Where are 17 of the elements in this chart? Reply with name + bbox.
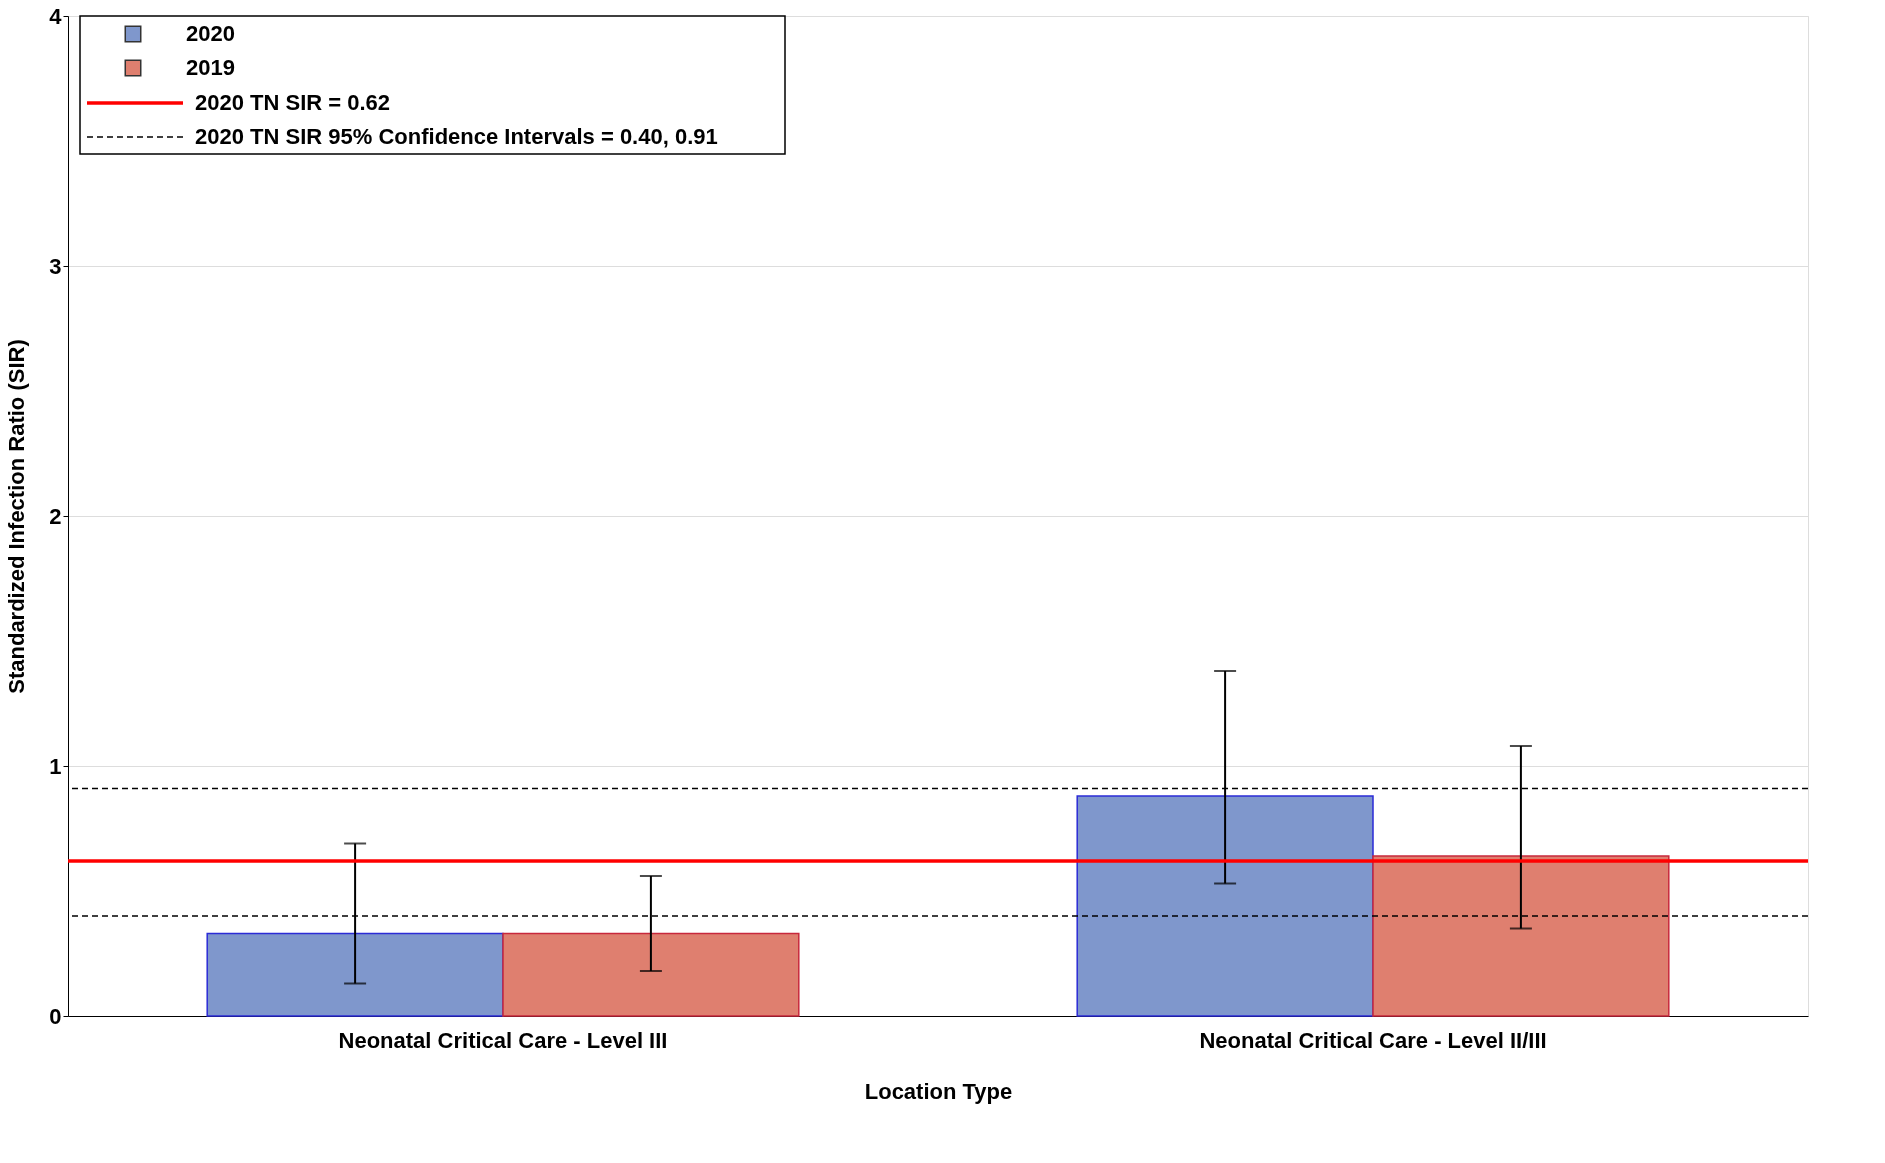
bar [1076, 795, 1374, 1017]
y-tick-label: 1 [49, 753, 62, 779]
legend-label: 2020 TN SIR = 0.62 [195, 90, 391, 115]
y-axis-title: Standardized Infection Ratio (SIR) [4, 339, 30, 694]
legend-label: 2020 [186, 21, 235, 46]
bar [502, 932, 800, 1017]
y-tick-label: 3 [49, 253, 62, 279]
x-axis-title: Location Type [864, 1078, 1013, 1104]
y-tick-label: 0 [49, 1003, 62, 1029]
legend-label: 2020 TN SIR 95% Confidence Intervals = 0.40, 0.91 [195, 124, 718, 149]
bar [1372, 855, 1670, 1017]
legend-label: 2019 [186, 55, 235, 80]
y-tick-label: 4 [49, 3, 63, 29]
x-tick-label: Neonatal Critical Care - Level II/III [1199, 1027, 1547, 1053]
x-tick-label: Neonatal Critical Care - Level III [338, 1027, 668, 1053]
bar [206, 932, 504, 1017]
y-tick-label: 2 [49, 503, 62, 529]
